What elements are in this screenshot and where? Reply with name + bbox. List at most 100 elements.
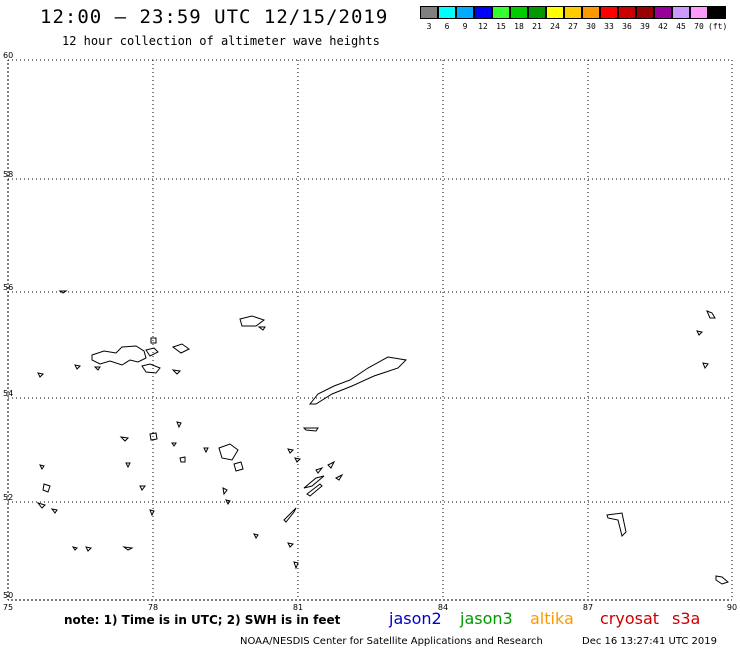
lake-outline [308,356,408,405]
lake-outline [139,485,146,491]
legend-swatch [420,6,438,19]
lake-outline [122,546,134,551]
legend-label: 36 [622,22,632,31]
longitude-tick-label: 81 [293,603,303,612]
lake-outline [233,461,244,472]
lake-outline [91,345,147,366]
lake-outline [218,443,239,461]
legend-label: 24 [550,22,560,31]
legend-label: 33 [604,22,614,31]
lake-outline [257,326,266,331]
lake-outline [39,464,45,470]
legend-label: (ft) [708,22,728,31]
lake-outline [315,466,324,474]
lake-outline [706,310,716,319]
lake-outline [702,362,709,370]
legend-swatch [582,6,600,19]
lake-outline [203,447,209,454]
lake-outline [696,330,704,336]
latitude-tick-label: 54 [3,389,13,398]
lake-outline [176,421,182,429]
legend-swatch [492,6,510,19]
legend-label: 39 [640,22,650,31]
legend-label: 9 [462,22,468,31]
wave-height-legend: 3 6 9 12 15 18 21 24 27 30 33 36 39 42 45 70 (ft) [420,6,728,31]
longitude-tick-label: 84 [438,603,448,612]
lake-outline [58,290,68,294]
lake-outline [225,499,231,505]
longitude-tick-label: 75 [3,603,13,612]
lake-outline [171,442,177,447]
lake-outline [71,546,78,551]
legend-swatch [690,6,708,19]
lake-outline [283,507,297,523]
satellite-altika: altika [530,609,574,628]
lake-outline [145,347,159,357]
satellite-cryosat: cryosat [600,609,660,628]
lake-outlines [36,290,730,585]
legend-swatches [420,6,726,19]
lake-outline [303,475,325,489]
satellite-jason3: jason3 [460,609,513,628]
legend-swatch [546,6,564,19]
axis-labels: 75 78 81 84 87 90 50 52 54 56 58 60 [3,51,737,612]
legend-label: 12 [478,22,488,31]
legend-labels: 3 6 9 12 15 18 21 24 27 30 33 36 39 42 45 70 (ft) [420,22,728,31]
lake-outline [327,460,336,469]
lake-outline [93,366,101,371]
lake-outline [302,427,319,432]
timestamp-text: Dec 16 13:27:41 UTC 2019 [582,636,717,647]
legend-label: 6 [444,22,450,31]
lake-outline [149,509,155,517]
legend-swatch [600,6,618,19]
lake-outline [306,483,323,497]
latitude-tick-label: 50 [3,591,13,600]
latitude-tick-label: 58 [3,170,13,179]
legend-label: 27 [568,22,578,31]
lake-outline [222,487,228,496]
lake-outline [37,372,45,378]
legend-swatch [438,6,456,19]
lake-outline [335,473,344,481]
lake-outline [253,533,259,539]
lake-outline [606,512,627,537]
legend-swatch [708,6,726,19]
legend-label: 18 [514,22,524,31]
lake-outline [171,369,182,375]
longitude-tick-label: 90 [727,603,737,612]
legend-label: 42 [658,22,668,31]
lake-outline [287,542,295,548]
legend-swatch [654,6,672,19]
longitude-tick-label: 87 [583,603,593,612]
legend-label: 3 [426,22,432,31]
satellite-s3a: s3a [672,609,701,628]
lake-outline [287,448,295,454]
legend-label: 15 [496,22,506,31]
latitude-tick-label: 56 [3,283,13,292]
satellite-jason2: jason2 [389,609,442,628]
legend-swatch [672,6,690,19]
legend-swatch [456,6,474,19]
lake-outline [50,508,58,514]
latitude-tick-label: 60 [3,51,13,60]
legend-label: 70 [694,22,704,31]
lake-outline [125,462,131,469]
lake-outline [149,432,158,441]
lake-outline [36,502,46,509]
lake-outline [74,364,82,370]
map-subtitle: 12 hour collection of altimeter wave hei… [62,34,380,48]
lake-outline [150,337,157,344]
legend-label: 21 [532,22,542,31]
lake-outline [239,315,266,327]
lake-outline [294,457,302,463]
lake-outline [715,575,730,585]
lake-outline [179,456,186,463]
legend-label: 30 [586,22,596,31]
longitude-tick-label: 78 [148,603,158,612]
legend-swatch [528,6,546,19]
legend-swatch [510,6,528,19]
legend-swatch [618,6,636,19]
map-title: 12:00 – 23:59 UTC 12/15/2019 [40,6,389,28]
lake-outline [119,436,130,442]
